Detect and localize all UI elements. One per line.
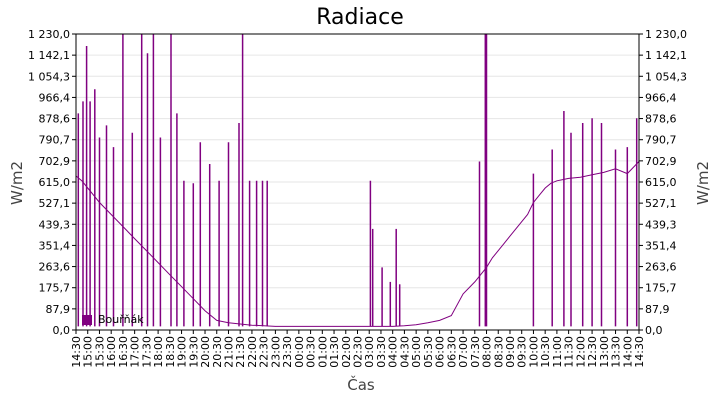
x-tick-label: 04:00 (387, 336, 400, 368)
x-tick-label: 17:30 (140, 336, 153, 368)
y-tick-label: 87,9 (46, 303, 71, 316)
y-tick-label: 702,9 (645, 155, 677, 168)
y-tick-label: 1 230,0 (645, 28, 687, 41)
x-tick-label: 10:00 (527, 336, 540, 368)
x-tick-label: 14:30 (70, 336, 83, 368)
x-tick-label: 02:00 (340, 336, 353, 368)
x-axis-title: Čas (347, 375, 375, 394)
y-axis-title-left: W/m2 (8, 161, 26, 205)
x-tick-label: 16:00 (105, 336, 118, 368)
x-tick-label: 23:30 (281, 336, 294, 368)
y-tick-label: 0,0 (53, 324, 71, 337)
x-tick-label: 18:00 (152, 336, 165, 368)
x-tick-label: 13:30 (610, 336, 623, 368)
x-tick-label: 00:00 (293, 336, 306, 368)
y-tick-label: 1 054,3 (28, 70, 70, 83)
y-tick-label: 790,7 (39, 134, 71, 147)
x-tick-label: 23:00 (269, 336, 282, 368)
x-tick-label: 20:00 (199, 336, 212, 368)
series-line (75, 161, 640, 327)
x-tick-label: 02:30 (352, 336, 365, 368)
x-tick-label: 01:00 (316, 336, 329, 368)
x-tick-label: 08:30 (492, 336, 505, 368)
y-axis-left: 0,0 87,9 175,7 263,6 351,4 439,3 527,1 615,0 702… (28, 28, 76, 337)
y-tick-label: 1 142,1 (645, 49, 687, 62)
y-tick-label: 1 054,3 (645, 70, 687, 83)
x-tick-label: 14:30 (633, 336, 646, 368)
y-tick-label: 878,6 (39, 113, 71, 126)
plot-frame (75, 33, 640, 331)
x-tick-label: 05:00 (410, 336, 423, 368)
y-tick-label: 527,1 (645, 197, 677, 210)
x-tick-label: 12:00 (574, 336, 587, 368)
y-tick-label: 702,9 (39, 155, 71, 168)
x-tick-label: 11:00 (551, 336, 564, 368)
legend-label: Bouřňák (98, 313, 144, 326)
x-tick-label: 11:30 (563, 336, 576, 368)
x-tick-label: 19:00 (176, 336, 189, 368)
y-tick-label: 175,7 (645, 282, 677, 295)
x-tick-label: 01:30 (328, 336, 341, 368)
y-tick-label: 351,4 (645, 239, 677, 252)
x-tick-label: 20:30 (211, 336, 224, 368)
x-tick-label: 21:30 (234, 336, 247, 368)
series-spikes (77, 34, 638, 327)
y-tick-label: 263,6 (645, 261, 677, 274)
x-tick-label: 19:30 (187, 336, 200, 368)
y-tick-label: 966,4 (39, 91, 71, 104)
x-axis: 14:3015:0015:3016:0016:3017:0017:3018:00… (70, 330, 646, 368)
x-tick-label: 18:30 (164, 336, 177, 368)
y-tick-label: 1 142,1 (28, 49, 70, 62)
y-tick-label: 175,7 (39, 282, 71, 295)
x-tick-label: 14:00 (621, 336, 634, 368)
x-tick-label: 03:00 (363, 336, 376, 368)
x-tick-label: 15:00 (82, 336, 95, 368)
x-tick-label: 09:30 (516, 336, 529, 368)
x-tick-label: 04:30 (398, 336, 411, 368)
x-tick-label: 07:30 (469, 336, 482, 368)
y-tick-label: 615,0 (39, 176, 71, 189)
x-tick-label: 12:30 (586, 336, 599, 368)
y-axis-title-right: W/m2 (694, 161, 712, 205)
legend-swatch (82, 314, 92, 325)
x-tick-label: 03:30 (375, 336, 388, 368)
y-tick-label: 527,1 (39, 197, 71, 210)
x-tick-label: 10:30 (539, 336, 552, 368)
y-tick-label: 966,4 (645, 91, 677, 104)
y-tick-label: 351,4 (39, 239, 71, 252)
x-tick-label: 08:00 (481, 336, 494, 368)
x-tick-label: 07:00 (457, 336, 470, 368)
x-tick-label: 00:30 (305, 336, 318, 368)
y-tick-label: 263,6 (39, 261, 71, 274)
y-tick-label: 1 230,0 (28, 28, 70, 41)
x-tick-label: 09:00 (504, 336, 517, 368)
y-tick-label: 87,9 (645, 303, 670, 316)
y-tick-label: 615,0 (645, 176, 677, 189)
y-tick-label: 439,3 (645, 218, 677, 231)
x-tick-label: 21:00 (222, 336, 235, 368)
x-tick-label: 13:00 (598, 336, 611, 368)
y-tick-label: 878,6 (645, 113, 677, 126)
y-axis-right: 0,0 87,9 175,7 263,6 351,4 439,3 527,1 615,0 702… (639, 28, 687, 337)
x-tick-label: 15:30 (93, 336, 106, 368)
x-tick-label: 16:30 (117, 336, 130, 368)
legend: Bouřňák (82, 313, 144, 326)
x-tick-label: 17:00 (129, 336, 142, 368)
x-tick-label: 06:30 (445, 336, 458, 368)
chart-title: Radiace (316, 5, 404, 30)
y-tick-label: 0,0 (645, 324, 663, 337)
y-tick-label: 439,3 (39, 218, 71, 231)
x-tick-label: 22:00 (246, 336, 259, 368)
y-tick-label: 790,7 (645, 134, 677, 147)
x-tick-label: 06:00 (434, 336, 447, 368)
x-tick-label: 22:30 (258, 336, 271, 368)
x-tick-label: 05:30 (422, 336, 435, 368)
